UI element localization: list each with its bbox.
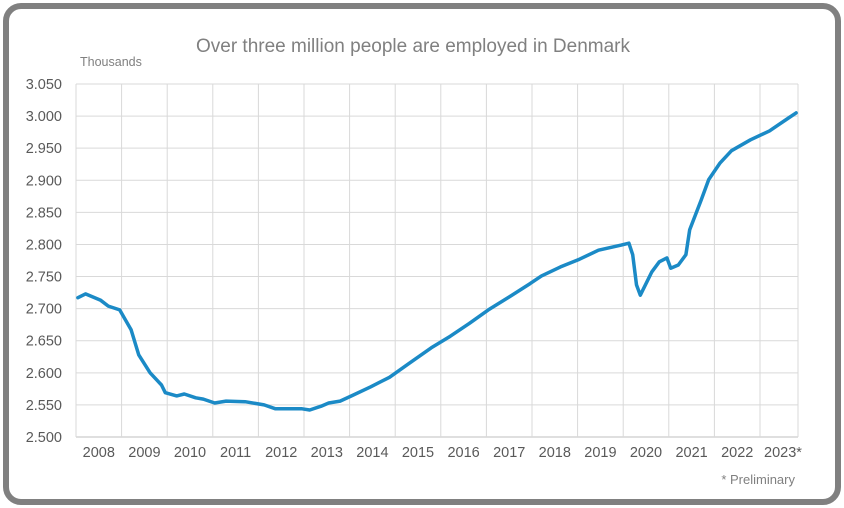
y-tick-label: 2.650 (26, 334, 62, 350)
series-group (76, 111, 798, 412)
x-tick-label: 2018 (539, 445, 571, 461)
x-tick-label: 2023* (764, 445, 802, 461)
x-axis-ticks: 2008 2009 2010 2011 2012 2013 2014 2015 2016 2017… (83, 445, 803, 461)
x-tick-label: 2021 (675, 445, 707, 461)
gridlines (75, 83, 799, 438)
x-tick-label: 2010 (174, 445, 206, 461)
employment-series-line (76, 111, 798, 412)
y-tick-label: 2.950 (26, 141, 62, 157)
y-tick-label: 2.500 (26, 430, 62, 446)
x-tick-label: 2011 (220, 445, 251, 461)
x-tick-label: 2009 (128, 445, 160, 461)
chart-frame (3, 3, 841, 505)
y-tick-label: 3.000 (26, 109, 62, 125)
x-tick-label: 2017 (493, 445, 525, 461)
x-tick-label: 2012 (265, 445, 297, 461)
y-tick-label: 2.700 (26, 302, 62, 318)
y-tick-label: 2.800 (26, 237, 62, 253)
y-tick-label: 2.900 (26, 173, 62, 189)
y-axis-unit-label: Thousands (80, 55, 142, 69)
x-tick-label: 2013 (311, 445, 343, 461)
y-tick-label: 2.850 (26, 205, 62, 221)
y-tick-label: 3.050 (26, 77, 62, 93)
y-tick-label: 2.600 (26, 366, 62, 382)
chart-title: Over three million people are employed i… (196, 36, 631, 57)
x-tick-label: 2019 (584, 445, 616, 461)
x-tick-label: 2014 (356, 445, 388, 461)
x-tick-label: 2016 (447, 445, 479, 461)
y-tick-label: 2.750 (26, 270, 62, 286)
x-tick-label: 2020 (630, 445, 662, 461)
x-tick-label: 2022 (721, 445, 753, 461)
y-tick-label: 2.550 (26, 398, 62, 414)
x-tick-label: 2015 (402, 445, 434, 461)
x-tick-label: 2008 (83, 445, 115, 461)
y-axis-ticks: 2.500 2.550 2.600 2.650 2.700 2.750 2.800 2.850… (26, 77, 62, 446)
footnote-preliminary: * Preliminary (721, 472, 795, 487)
